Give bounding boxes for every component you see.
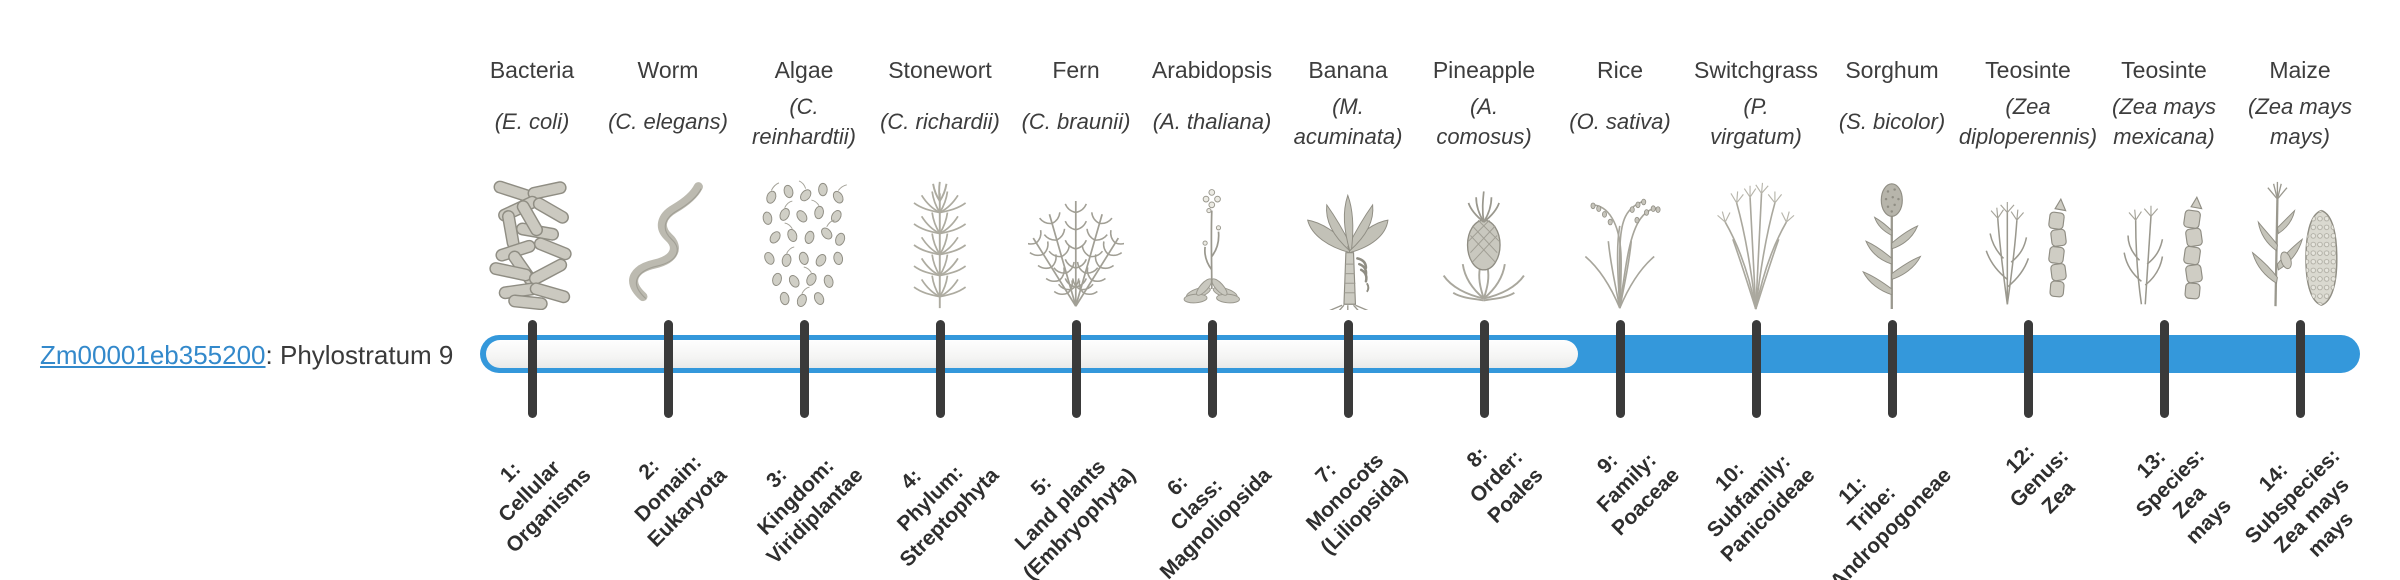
banana-icon [1273, 172, 1423, 310]
phylostratum-label-text: 12: Genus: Zea [2001, 440, 2080, 519]
organism-common-name: Worm [637, 57, 699, 83]
organism-column: Teosinte (Zea mays mexicana) [2089, 0, 2239, 580]
organism-scientific-name: (Zea mays mays) [2248, 94, 2352, 149]
timeline-tick [2023, 320, 2033, 418]
organism-common-name: Banana [1308, 57, 1388, 83]
phylostratum-label-text: 9: Family: Poaceae [1592, 448, 1684, 541]
organism-label: Maize (Zea mays mays) [2217, 56, 2383, 154]
organism-scientific-name: (C. reinhardtii) [752, 94, 856, 149]
organism-label: Banana (M. acuminata) [1265, 56, 1431, 154]
algae-icon [729, 172, 879, 310]
gene-stratum-text: : Phylostratum 9 [265, 340, 454, 370]
timeline-tick [1343, 320, 1353, 418]
organism-common-name: Algae [774, 57, 834, 83]
switchgrass-icon [1681, 172, 1831, 310]
organism-label: Switchgrass (P. virgatum) [1673, 56, 1839, 154]
teosinte-mexicana-icon [2089, 172, 2239, 310]
phylostratum-label-text: 8: Order: Poales [1462, 442, 1548, 528]
organism-column: Arabidopsis (A. thaliana) [1137, 0, 1287, 580]
timeline-tick [663, 320, 673, 418]
pineapple-icon [1409, 172, 1559, 310]
organism-label: Sorghum (S. bicolor) [1809, 56, 1975, 154]
organism-common-name: Teosinte [2121, 57, 2207, 83]
organism-scientific-name: (E. coli) [494, 109, 570, 134]
organism-common-name: Rice [1596, 57, 1643, 83]
gene-id-link[interactable]: Zm00001eb355200 [40, 340, 266, 370]
timeline-tick [1887, 320, 1897, 418]
organism-column: Banana (M. acuminata) [1273, 0, 1423, 580]
rice-icon [1545, 172, 1695, 310]
organism-column: Switchgrass (P. virgatum) 10: Subfa [1681, 0, 1831, 580]
organism-column: Bacteria (E. coli) [457, 0, 607, 580]
phylostratum-label-text: 4: Phylum: Streptophyta [893, 461, 1004, 572]
timeline-tick [1207, 320, 1217, 418]
organism-scientific-name: (Zea mays mexicana) [2112, 94, 2216, 149]
gene-phylostratum-label: Zm00001eb355200: Phylostratum 9 [40, 339, 453, 371]
arabidopsis-icon [1137, 172, 1287, 310]
organism-column: Sorghum (S. bicolor) 11: Tribe: Andropo [1817, 0, 1967, 580]
organism-common-name: Sorghum [1845, 57, 1939, 83]
organism-label: Teosinte (Zea diploperennis) [1945, 56, 2111, 154]
phylostratum-label-text: 1: Cellular Organisms [494, 456, 596, 558]
organism-scientific-name: (Zea diploperennis) [1958, 94, 2098, 149]
timeline-tick [1479, 320, 1489, 418]
phylostratum-label-text: 3: Kingdom: Viridiplantae [753, 454, 868, 569]
phylostratum-label-text: 6: Class: Magnoliopsida [1155, 463, 1276, 580]
organism-label: Pineapple (A. comosus) [1401, 56, 1567, 154]
phylostratum-label-text: 14: Subspecies: Zea mays mays [2241, 444, 2359, 562]
stonewort-icon [865, 172, 1015, 310]
organism-common-name: Stonewort [888, 57, 992, 83]
organism-column: Algae (C. reinhardtii) [729, 0, 879, 580]
timeline-tick [1615, 320, 1625, 418]
maize-icon [2225, 172, 2375, 310]
organism-scientific-name: (C. richardii) [880, 109, 1000, 134]
teosinte-diploperennis-icon [1953, 172, 2103, 310]
organism-label: Arabidopsis (A. thaliana) [1129, 56, 1295, 154]
organism-common-name: Teosinte [1985, 57, 2071, 83]
organism-label: Worm (C. elegans) [585, 56, 751, 154]
fern-icon [1001, 172, 1151, 310]
timeline-tick [527, 320, 537, 418]
timeline-tick [935, 320, 945, 418]
organism-scientific-name: (C. elegans) [608, 109, 728, 134]
phylostratum-label-text: 7: Monocots (Liliopsida) [1301, 449, 1412, 560]
timeline-tick [799, 320, 809, 418]
phylostratum-label-text: 2: Domain: Eukaryota [630, 450, 732, 552]
sorghum-icon [1817, 172, 1967, 310]
organism-column: Rice (O. sativa) 9: Family: Poaceae [1545, 0, 1695, 580]
organism-column: Maize (Zea mays mays) [2225, 0, 2375, 580]
organism-common-name: Switchgrass [1694, 57, 1818, 83]
bacteria-icon [457, 172, 607, 310]
timeline-tick [2159, 320, 2169, 418]
organism-label: Bacteria (E. coli) [449, 56, 615, 154]
organism-scientific-name: (S. bicolor) [1838, 109, 1946, 134]
organism-label: Algae (C. reinhardtii) [721, 56, 887, 154]
organism-scientific-name: (P. virgatum) [1710, 94, 1802, 149]
organism-column: Pineapple (A. comosus) [1409, 0, 1559, 580]
organism-column: Fern (C. braunii) 5: Land plants (Embryoph… [1001, 0, 1151, 580]
organism-scientific-name: (A. comosus) [1436, 94, 1532, 149]
organism-label: Stonewort (C. richardii) [857, 56, 1023, 154]
organism-label: Fern (C. braunii) [993, 56, 1159, 154]
timeline-tick [2295, 320, 2305, 418]
organism-column: Teosinte (Zea diploperennis) [1953, 0, 2103, 580]
organism-column: Worm (C. elegans) 2: Domain: Eukaryota [593, 0, 743, 580]
organism-scientific-name: (M. acuminata) [1293, 94, 1403, 149]
timeline-tick [1751, 320, 1761, 418]
organism-scientific-name: (O. sativa) [1569, 109, 1671, 134]
worm-icon [593, 172, 743, 310]
timeline-tick [1071, 320, 1081, 418]
organism-label: Teosinte (Zea mays mexicana) [2081, 56, 2247, 154]
organism-common-name: Fern [1052, 57, 1100, 83]
organism-common-name: Bacteria [489, 57, 575, 83]
organism-common-name: Maize [2269, 57, 2331, 83]
organism-scientific-name: (C. braunii) [1021, 109, 1131, 134]
organism-label: Rice (O. sativa) [1537, 56, 1703, 154]
organism-scientific-name: (A. thaliana) [1152, 109, 1272, 134]
phylostratum-label-text: 5: Land plants (Embryophyta) [1010, 455, 1140, 580]
organism-column: Stonewort (C. richardii) 4: Phylum [865, 0, 1015, 580]
organism-common-name: Arabidopsis [1151, 57, 1273, 83]
organism-common-name: Pineapple [1432, 57, 1536, 83]
